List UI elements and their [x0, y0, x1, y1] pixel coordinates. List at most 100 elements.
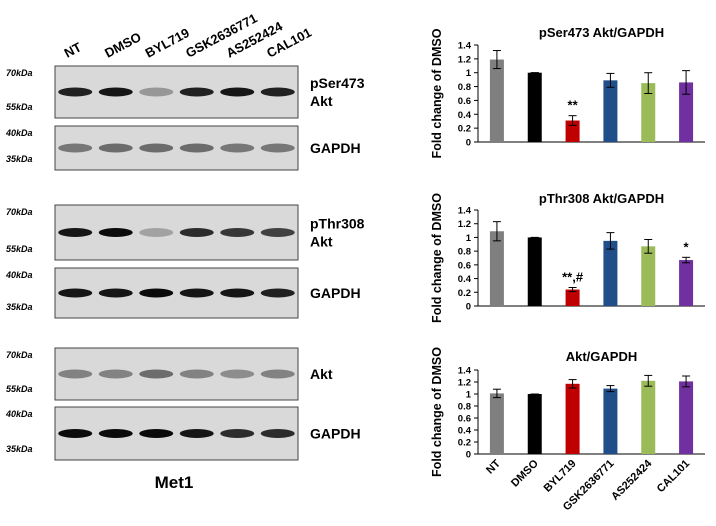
panel-label: GAPDH — [310, 426, 361, 442]
chart-title: pSer473 Akt/GAPDH — [539, 25, 664, 40]
panel-label: Akt — [310, 366, 333, 382]
band — [139, 228, 174, 237]
band — [58, 429, 93, 438]
y-axis-label: Fold change of DMSO — [430, 347, 444, 477]
panel-label: Akt — [310, 93, 333, 109]
significance-label: ** — [568, 98, 579, 113]
blot-panel — [54, 65, 299, 119]
bar — [641, 380, 656, 454]
y-tick-label: 1 — [466, 390, 472, 401]
band — [139, 288, 174, 298]
mw-marker: 40kDa — [5, 270, 33, 280]
y-tick-label: 0 — [466, 450, 471, 461]
band — [58, 369, 93, 379]
band — [139, 369, 174, 379]
mw-marker: 35kDa — [6, 444, 33, 454]
x-tick-label: DMSO — [509, 457, 541, 489]
mw-marker: 40kDa — [5, 128, 33, 138]
significance-label: * — [684, 239, 690, 254]
band — [220, 143, 255, 153]
panel-label: pThr308 — [310, 216, 365, 232]
band — [58, 87, 93, 97]
y-tick-label: 0.8 — [458, 82, 471, 93]
y-tick-label: 0.8 — [458, 402, 471, 413]
band — [220, 429, 255, 438]
significance-label: **,# — [562, 269, 584, 284]
x-tick-label: CAL101 — [655, 458, 692, 495]
blot-panel — [54, 406, 299, 461]
panel-label: pSer473 — [310, 75, 365, 91]
y-tick-label: 1 — [466, 68, 472, 79]
lane-label: NT — [62, 39, 84, 60]
y-tick-label: 1 — [466, 233, 472, 244]
y-tick-label: 0.2 — [458, 124, 471, 135]
bar — [527, 394, 542, 454]
panel-label: GAPDH — [310, 285, 361, 301]
band — [260, 87, 295, 97]
blot-panel — [54, 125, 299, 171]
bar — [565, 289, 580, 306]
mw-marker: 35kDa — [6, 302, 33, 312]
band — [139, 429, 174, 438]
band — [220, 228, 255, 237]
bar — [489, 393, 504, 454]
bar — [565, 383, 580, 454]
y-axis-label: Fold change of DMSO — [430, 28, 444, 158]
band — [98, 228, 133, 237]
bar — [679, 82, 694, 142]
bar — [603, 388, 618, 454]
y-tick-label: 1.2 — [458, 378, 471, 389]
lane-label: BYL719 — [143, 25, 192, 61]
y-tick-label: 1.4 — [458, 206, 472, 217]
band — [98, 143, 133, 153]
band — [98, 369, 133, 379]
band — [98, 429, 133, 438]
bar — [527, 237, 542, 306]
band — [179, 228, 214, 237]
y-tick-label: 0.4 — [458, 426, 472, 437]
y-tick-label: 0.4 — [458, 274, 472, 285]
panel-label: Akt — [310, 234, 333, 250]
band — [179, 87, 214, 97]
bar — [527, 72, 542, 142]
y-tick-label: 0.4 — [458, 110, 472, 121]
y-tick-label: 1.2 — [458, 54, 471, 65]
mw-marker: 35kDa — [6, 154, 33, 164]
y-tick-label: 0.6 — [458, 260, 471, 271]
mw-marker: 55kDa — [6, 244, 33, 254]
band — [260, 429, 295, 438]
band — [139, 143, 174, 153]
blot-panel — [54, 347, 299, 401]
band — [260, 228, 295, 237]
band — [179, 429, 214, 438]
y-tick-label: 0.2 — [458, 438, 471, 449]
mw-marker: 70kDa — [6, 350, 33, 360]
band — [260, 143, 295, 153]
bar — [641, 246, 656, 306]
y-tick-label: 1.4 — [458, 41, 472, 52]
blot-panel — [54, 267, 299, 319]
band — [98, 87, 133, 97]
band — [220, 87, 255, 97]
bar — [565, 120, 580, 142]
y-tick-label: 0 — [466, 302, 471, 313]
band — [179, 288, 214, 298]
bar — [679, 381, 694, 454]
bar — [489, 59, 504, 142]
blot-panel — [54, 204, 299, 261]
y-tick-label: 1.2 — [458, 219, 471, 230]
mw-marker: 70kDa — [6, 68, 33, 78]
bar — [641, 83, 656, 142]
bar — [603, 240, 618, 306]
band — [58, 288, 93, 298]
y-tick-label: 1.4 — [458, 366, 472, 377]
bar — [489, 231, 504, 306]
y-axis-label: Fold change of DMSO — [430, 193, 444, 323]
mw-marker: 40kDa — [5, 409, 33, 419]
band — [220, 288, 255, 298]
chart-title: Akt/GAPDH — [566, 349, 638, 364]
y-tick-label: 0.6 — [458, 414, 471, 425]
band — [260, 369, 295, 379]
band — [58, 228, 93, 237]
